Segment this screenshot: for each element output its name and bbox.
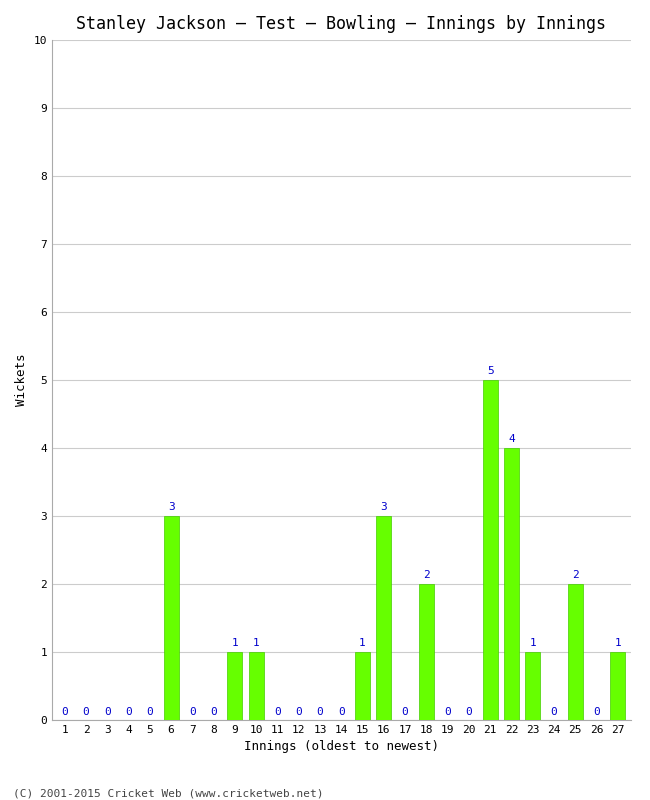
Y-axis label: Wickets: Wickets [15, 354, 28, 406]
Text: 0: 0 [593, 707, 600, 718]
Text: 0: 0 [210, 707, 217, 718]
Text: 0: 0 [274, 707, 281, 718]
Text: 0: 0 [317, 707, 323, 718]
Bar [249, 652, 264, 720]
Text: 0: 0 [146, 707, 153, 718]
Bar [376, 516, 391, 720]
Text: 5: 5 [487, 366, 493, 376]
Text: 0: 0 [83, 707, 90, 718]
Text: 2: 2 [572, 570, 578, 580]
Text: 1: 1 [253, 638, 259, 648]
Bar [567, 584, 582, 720]
Bar [164, 516, 179, 720]
Text: 0: 0 [189, 707, 196, 718]
Bar [610, 652, 625, 720]
Text: 3: 3 [380, 502, 387, 512]
Text: 0: 0 [338, 707, 344, 718]
Text: 0: 0 [551, 707, 557, 718]
Title: Stanley Jackson – Test – Bowling – Innings by Innings: Stanley Jackson – Test – Bowling – Innin… [76, 15, 606, 33]
Text: 0: 0 [61, 707, 68, 718]
X-axis label: Innings (oldest to newest): Innings (oldest to newest) [244, 741, 439, 754]
Text: 0: 0 [104, 707, 110, 718]
Text: 3: 3 [168, 502, 174, 512]
Bar [504, 448, 519, 720]
Bar [355, 652, 370, 720]
Text: 4: 4 [508, 434, 515, 444]
Text: 0: 0 [465, 707, 473, 718]
Bar [525, 652, 540, 720]
Text: 1: 1 [231, 638, 239, 648]
Bar [419, 584, 434, 720]
Text: 0: 0 [295, 707, 302, 718]
Text: 0: 0 [125, 707, 132, 718]
Bar [227, 652, 242, 720]
Text: 0: 0 [402, 707, 408, 718]
Text: 1: 1 [359, 638, 366, 648]
Text: 0: 0 [444, 707, 451, 718]
Bar [483, 380, 497, 720]
Text: 1: 1 [529, 638, 536, 648]
Text: 2: 2 [423, 570, 430, 580]
Text: (C) 2001-2015 Cricket Web (www.cricketweb.net): (C) 2001-2015 Cricket Web (www.cricketwe… [13, 788, 324, 798]
Text: 1: 1 [614, 638, 621, 648]
